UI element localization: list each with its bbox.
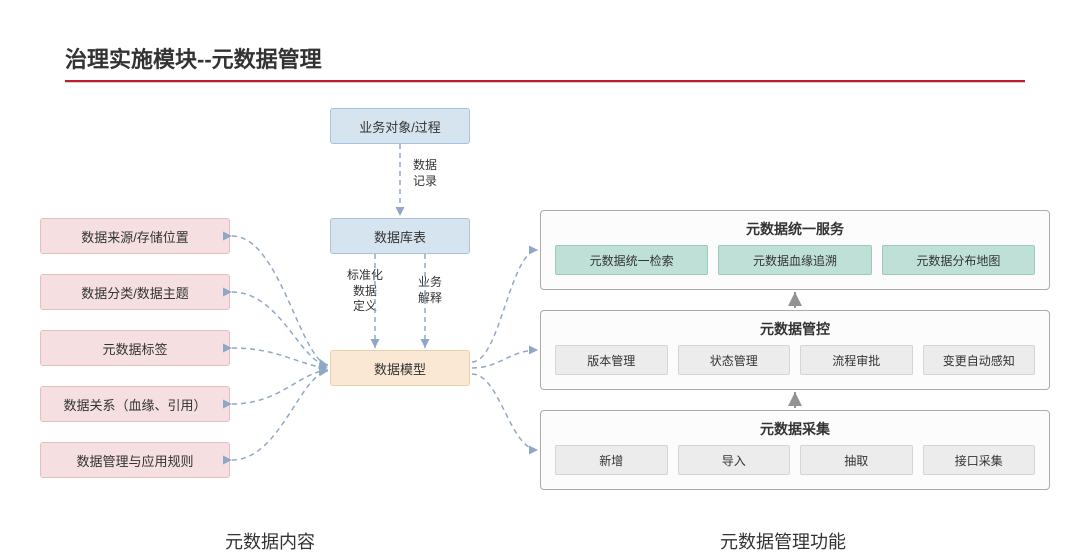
panel-item: 接口采集: [923, 445, 1036, 475]
panel-items: 元数据统一检索 元数据血缘追溯 元数据分布地图: [541, 245, 1049, 287]
section-label-right: 元数据管理功能: [720, 528, 846, 554]
node-label: 数据来源/存储位置: [81, 227, 189, 246]
panel-item: 元数据统一检索: [555, 245, 708, 275]
panel-collection: 元数据采集 新增 导入 抽取 接口采集: [540, 410, 1050, 490]
title-area: 治理实施模块--元数据管理: [65, 42, 322, 82]
node-db-table: 数据库表: [330, 218, 470, 254]
node-label: 元数据标签: [102, 339, 167, 358]
title-underline-gray: [65, 82, 1025, 83]
edge-label-record: 数据 记录: [405, 158, 445, 189]
panel-item: 变更自动感知: [923, 345, 1036, 375]
panel-items: 版本管理 状态管理 流程审批 变更自动感知: [541, 345, 1049, 387]
panel-unified-service: 元数据统一服务 元数据统一检索 元数据血缘追溯 元数据分布地图: [540, 210, 1050, 290]
panel-item: 版本管理: [555, 345, 668, 375]
panel-governance: 元数据管控 版本管理 状态管理 流程审批 变更自动感知: [540, 310, 1050, 390]
node-data-model: 数据模型: [330, 350, 470, 386]
left-node-2: 元数据标签: [40, 330, 230, 366]
left-node-0: 数据来源/存储位置: [40, 218, 230, 254]
node-business-object: 业务对象/过程: [330, 108, 470, 144]
panel-header: 元数据采集: [541, 411, 1049, 445]
panel-item: 导入: [678, 445, 791, 475]
page-title: 治理实施模块--元数据管理: [65, 42, 322, 82]
panel-item: 元数据血缘追溯: [718, 245, 871, 275]
panel-item: 抽取: [800, 445, 913, 475]
panel-item: 状态管理: [678, 345, 791, 375]
edge-label-std-def: 标准化 数据 定义: [340, 268, 390, 315]
panel-item: 新增: [555, 445, 668, 475]
panel-header: 元数据管控: [541, 311, 1049, 345]
left-node-1: 数据分类/数据主题: [40, 274, 230, 310]
left-node-4: 数据管理与应用规则: [40, 442, 230, 478]
section-label-left: 元数据内容: [225, 528, 315, 554]
node-label: 数据管理与应用规则: [76, 451, 193, 470]
edge-label-biz-explain: 业务 解释: [410, 275, 450, 306]
node-label: 数据库表: [374, 227, 426, 246]
left-node-3: 数据关系（血缘、引用）: [40, 386, 230, 422]
node-label: 数据分类/数据主题: [81, 283, 189, 302]
panel-item: 元数据分布地图: [882, 245, 1035, 275]
node-label: 数据关系（血缘、引用）: [63, 395, 206, 414]
node-label: 数据模型: [374, 359, 426, 378]
panel-items: 新增 导入 抽取 接口采集: [541, 445, 1049, 487]
panel-item: 流程审批: [800, 345, 913, 375]
node-label: 业务对象/过程: [359, 117, 441, 136]
panel-header: 元数据统一服务: [541, 211, 1049, 245]
